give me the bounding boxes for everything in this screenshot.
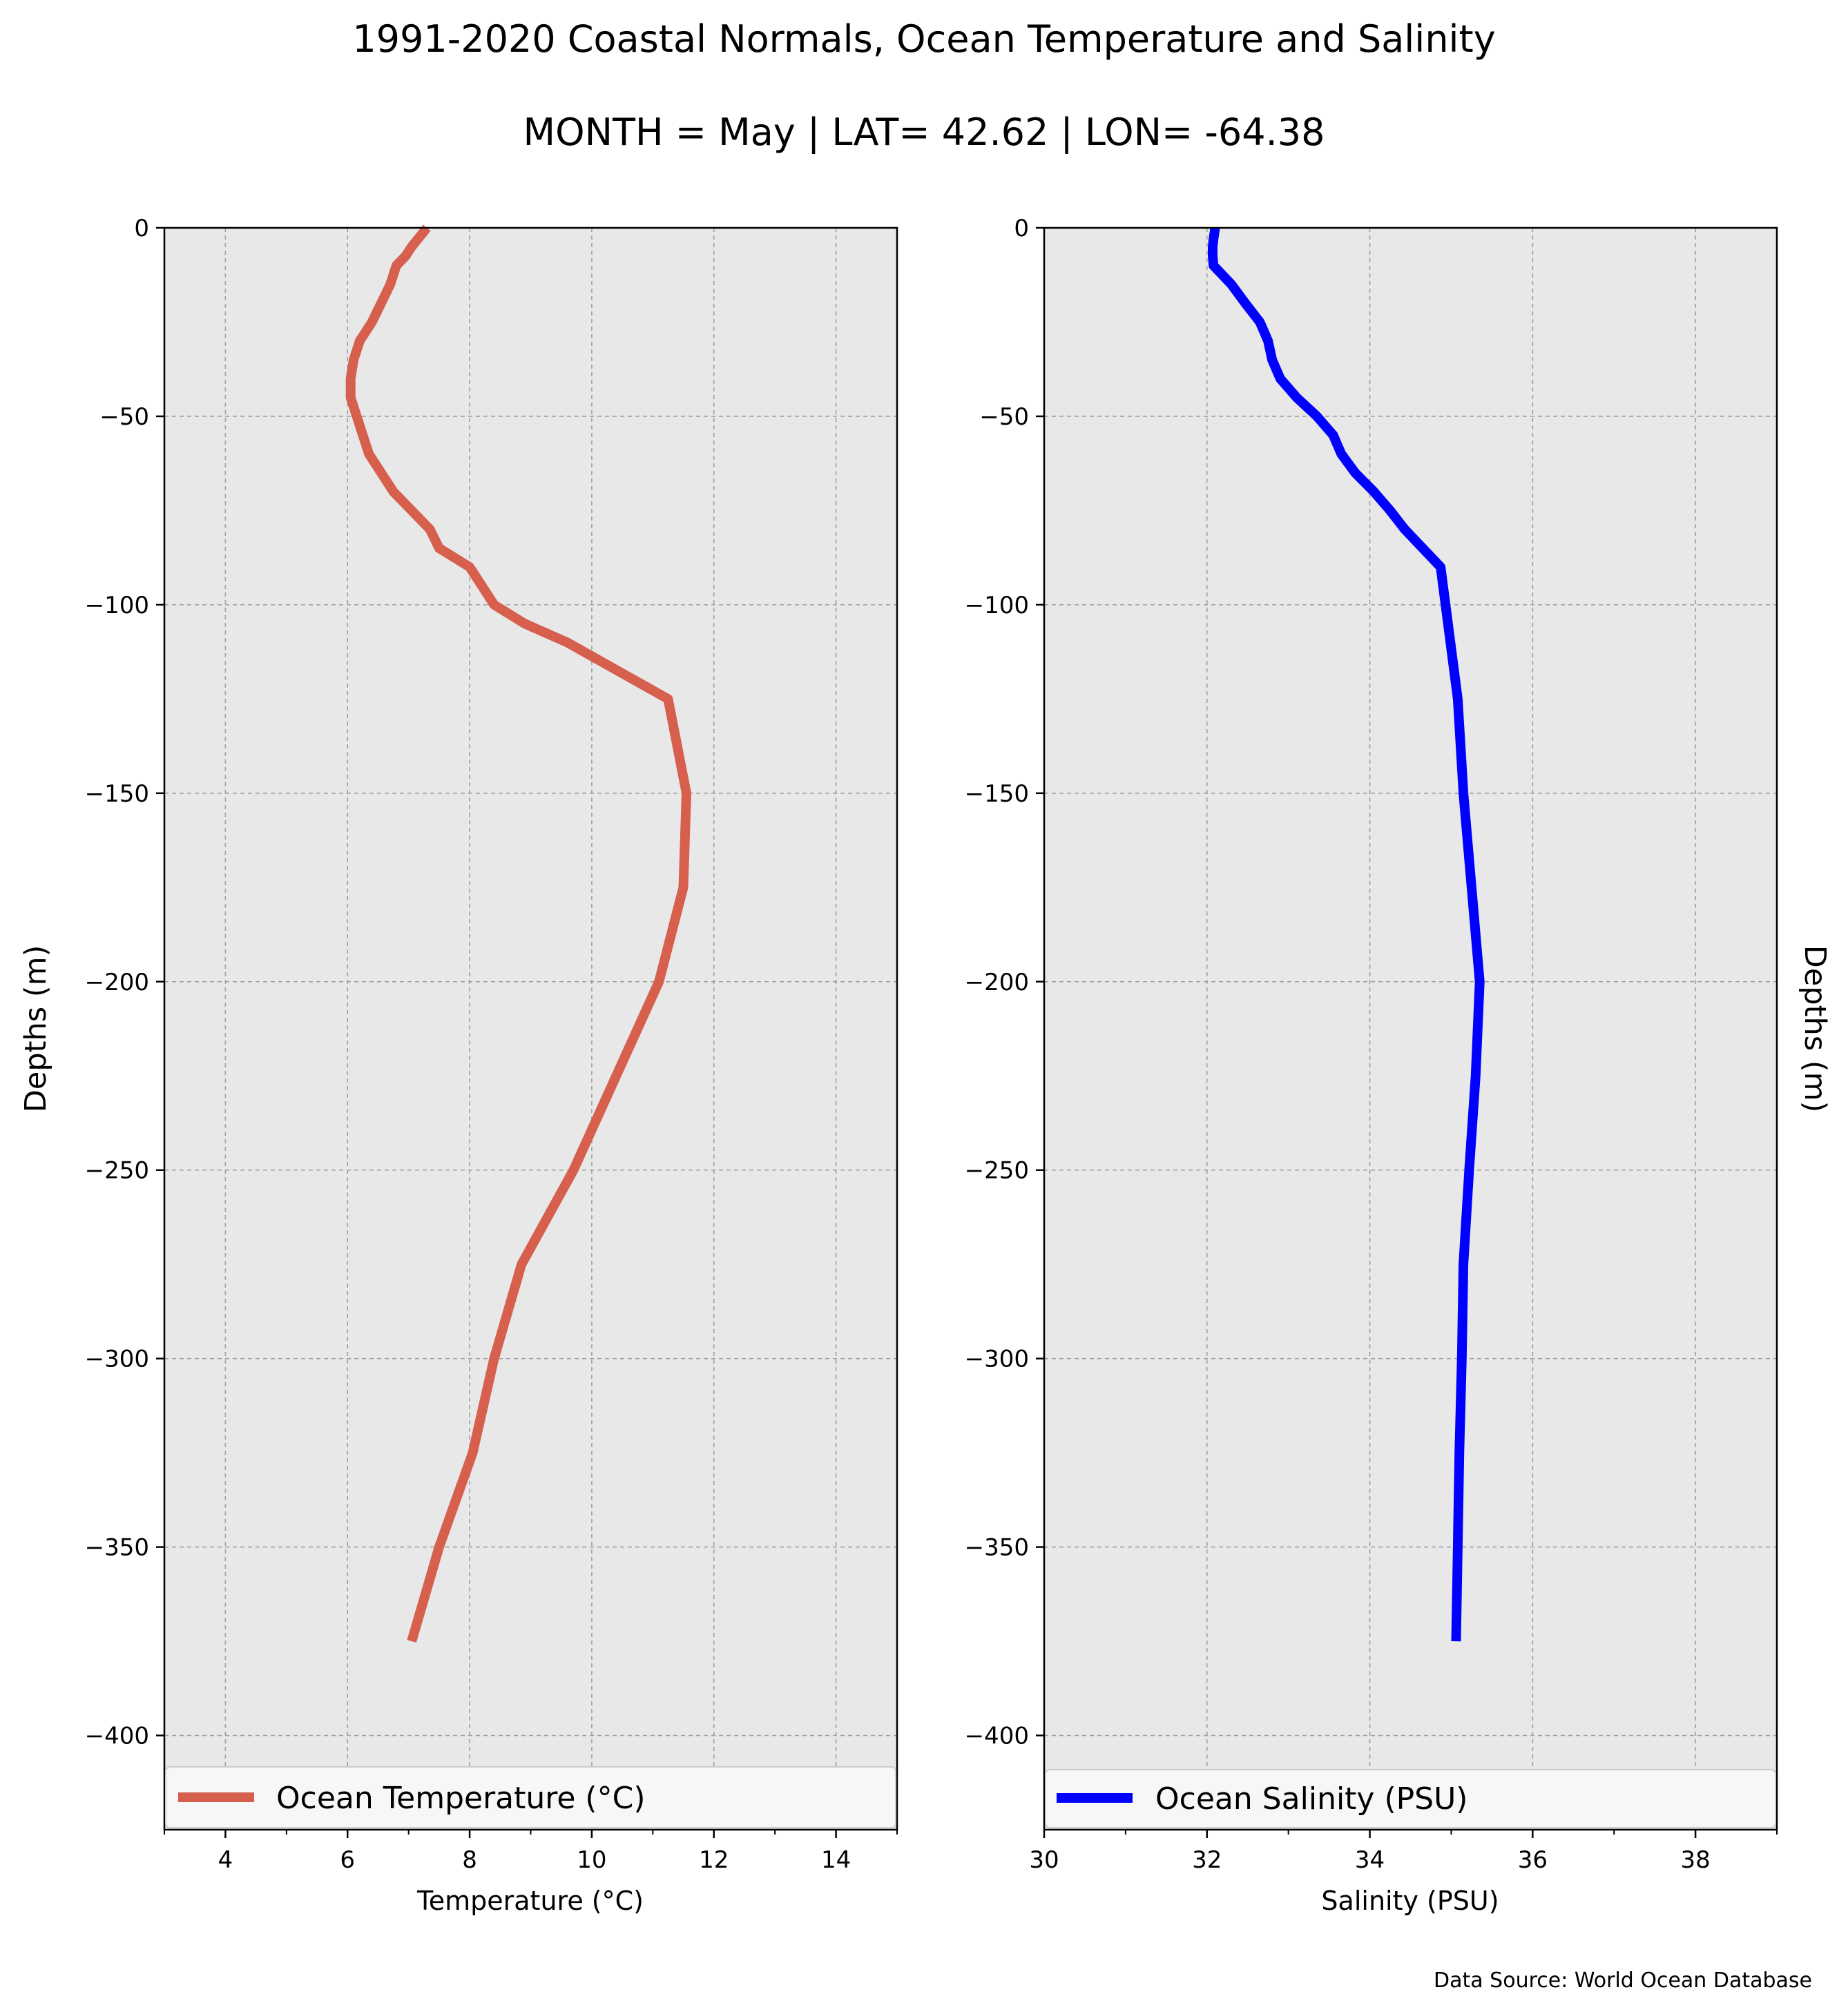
salinity-ytick-label: −150 (965, 780, 1029, 808)
salinity-legend: Ocean Salinity (PSU) (1045, 1769, 1776, 1828)
temperature-xtick-label: 6 (340, 1846, 355, 1874)
salinity-legend-box (1045, 1769, 1776, 1828)
temperature-xtick-label: 4 (218, 1846, 233, 1874)
salinity-xtick-label: 34 (1355, 1846, 1385, 1874)
salinity-legend-label: Ocean Salinity (PSU) (1155, 1781, 1467, 1817)
temperature-xtick-label: 14 (821, 1846, 851, 1874)
temperature-axes-frame (163, 226, 898, 1831)
salinity-y-axis-label: Depths (m) (1798, 945, 1832, 1112)
salinity-ytick-label: −350 (965, 1534, 1029, 1562)
chart-title: 1991-2020 Coastal Normals, Ocean Tempera… (352, 17, 1495, 61)
temperature-xtick-label: 10 (577, 1846, 606, 1874)
temperature-ytick-label: 0 (134, 215, 149, 242)
salinity-ytick-label: −200 (965, 969, 1029, 996)
salinity-ytick-label: −50 (979, 403, 1029, 431)
temperature-line (345, 224, 691, 1643)
salinity-ticks: 30 32 34 36 38 0 −50 −100 −150 −200 −250 −300 −350 −4… (965, 215, 1778, 1874)
temperature-legend-box (165, 1766, 896, 1828)
salinity-ytick-label: −400 (965, 1723, 1029, 1750)
temperature-ytick-label: −50 (99, 403, 149, 431)
salinity-ytick-label: −300 (965, 1346, 1029, 1373)
salinity-ytick-label: −100 (965, 592, 1029, 619)
salinity-panel: 30 32 34 36 38 0 −50 −100 −150 −200 −250 −300 −350 −4… (965, 215, 1832, 1916)
chart-subtitle: MONTH = May | LAT= 42.62 | LON= -64.38 (523, 110, 1325, 154)
temperature-xtick-label: 12 (699, 1846, 729, 1874)
temperature-legend-label: Ocean Temperature (°C) (276, 1781, 646, 1816)
salinity-xtick-label: 30 (1029, 1846, 1059, 1874)
temperature-ytick-label: −400 (85, 1723, 149, 1750)
temperature-panel: 4 6 8 10 12 14 0 −50 −100 −150 −200 −250 −300 −350 −40… (19, 215, 898, 1916)
salinity-axes-frame (1043, 226, 1778, 1831)
salinity-ytick-label: 0 (1014, 215, 1029, 242)
temperature-ticks: 4 6 8 10 12 14 0 −50 −100 −150 −200 −250 −300 −350 −40… (85, 215, 898, 1874)
salinity-plot-area (1044, 228, 1777, 1830)
data-source-note: Data Source: World Ocean Database (1434, 1968, 1812, 1993)
temperature-grid (164, 227, 897, 1830)
temperature-ytick-label: −150 (85, 780, 149, 808)
temperature-xtick-label: 8 (462, 1846, 477, 1874)
temperature-y-axis-label: Depths (m) (19, 945, 53, 1112)
temperature-ytick-label: −350 (85, 1534, 149, 1562)
salinity-xtick-label: 38 (1680, 1846, 1710, 1874)
temperature-ytick-label: −250 (85, 1157, 149, 1185)
temperature-ytick-label: −200 (85, 969, 149, 996)
salinity-line (1208, 226, 1485, 1642)
salinity-xtick-label: 36 (1518, 1846, 1548, 1874)
salinity-xtick-label: 32 (1192, 1846, 1222, 1874)
salinity-x-axis-label: Salinity (PSU) (1321, 1886, 1499, 1916)
salinity-ytick-label: −250 (965, 1157, 1029, 1185)
temperature-x-axis-label: Temperature (°C) (416, 1886, 644, 1916)
temperature-ytick-label: −300 (85, 1346, 149, 1373)
temperature-plot-area (164, 228, 897, 1830)
temperature-ytick-label: −100 (85, 592, 149, 619)
temperature-legend: Ocean Temperature (°C) (165, 1766, 896, 1828)
